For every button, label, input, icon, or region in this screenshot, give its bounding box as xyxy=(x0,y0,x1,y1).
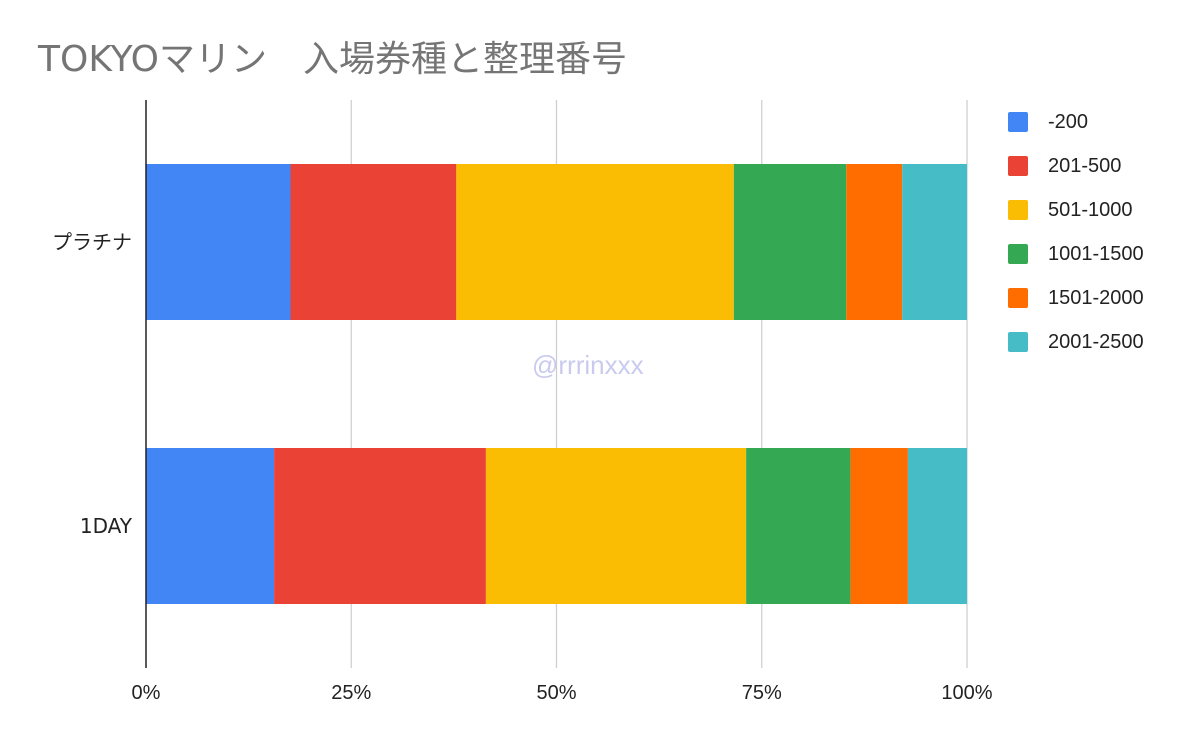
bar-segment xyxy=(274,448,486,604)
y-category-label: プラチナ xyxy=(52,230,132,254)
legend-label: 1501-2000 xyxy=(1048,286,1144,309)
legend-swatch xyxy=(1008,332,1028,352)
x-tick-label: 25% xyxy=(331,682,371,704)
bar-segment xyxy=(146,164,291,320)
legend-swatch xyxy=(1008,288,1028,308)
legend-label: 201-500 xyxy=(1048,154,1122,177)
bar-segment xyxy=(746,448,851,604)
legend-item: 2001-2500 xyxy=(1008,320,1144,364)
legend-label: 2001-2500 xyxy=(1048,330,1144,353)
y-category-label: 1DAY xyxy=(80,514,133,538)
x-tick-label: 50% xyxy=(536,682,576,704)
bar-segment xyxy=(846,164,903,320)
bar-segment xyxy=(290,164,457,320)
x-tick-label: 75% xyxy=(742,682,782,704)
watermark: @rrrinxxx xyxy=(532,350,644,380)
x-tick-label: 0% xyxy=(132,682,161,704)
x-tick-label: 100% xyxy=(941,682,992,704)
legend-label: 501-1000 xyxy=(1048,198,1133,221)
bar-segment xyxy=(485,448,747,604)
legend-label: 1001-1500 xyxy=(1048,242,1144,265)
legend-item: 501-1000 xyxy=(1008,188,1144,232)
chart-title: TOKYOマリン 入場券種と整理番号 xyxy=(38,39,628,80)
legend: -200 201-500 501-1000 1001-1500 1501-2000 200… xyxy=(1008,100,1144,364)
legend-item: -200 xyxy=(1008,100,1144,144)
legend-swatch xyxy=(1008,112,1028,132)
bar-segment xyxy=(733,164,847,320)
bar-segment xyxy=(907,448,967,604)
legend-swatch xyxy=(1008,200,1028,220)
legend-item: 1501-2000 xyxy=(1008,276,1144,320)
legend-label: -200 xyxy=(1048,110,1089,133)
legend-item: 1001-1500 xyxy=(1008,232,1144,276)
legend-item: 201-500 xyxy=(1008,144,1144,188)
bar-segment xyxy=(456,164,734,320)
bar-segment xyxy=(146,448,275,604)
legend-swatch xyxy=(1008,244,1028,264)
legend-swatch xyxy=(1008,156,1028,176)
bar-segment xyxy=(902,164,967,320)
bar-segment xyxy=(850,448,908,604)
